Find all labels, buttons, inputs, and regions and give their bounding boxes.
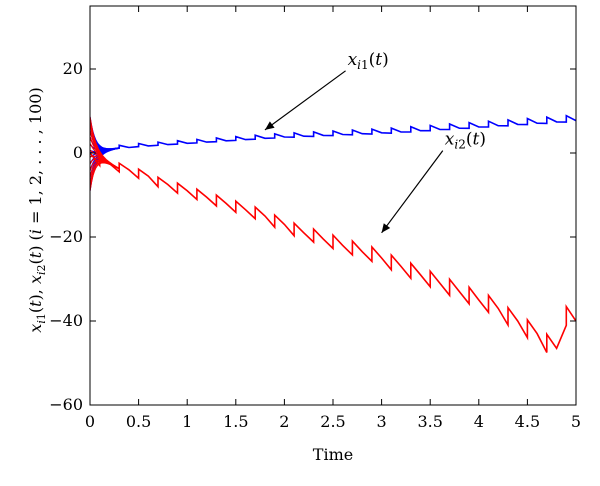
x-tick-label: 4.5 [515, 412, 540, 431]
x-tick-label: 3.5 [417, 412, 442, 431]
transient-line [90, 116, 120, 170]
y-tick-label: −40 [49, 311, 83, 330]
annotation-label: xi2(t) [445, 130, 486, 152]
x-tick-label: 1.5 [223, 412, 248, 431]
plot-frame [89, 5, 577, 406]
annotation-arrow [381, 150, 444, 234]
annotation-arrowhead [264, 121, 275, 130]
series-layer [90, 114, 576, 353]
series-line [90, 114, 576, 154]
y-tick-label: 20 [63, 59, 83, 78]
x-tick-label: 2 [279, 412, 289, 431]
x-tick-label: 1 [182, 412, 192, 431]
x-tick-label: 5 [571, 412, 581, 431]
annotation-layer: xi1(t) xi2(t) [264, 50, 486, 234]
series-line [90, 152, 576, 353]
x-tick-label: 0.5 [126, 412, 151, 431]
ticks-layer [89, 6, 577, 406]
x-tick-label: 3 [377, 412, 387, 431]
annotation-arrowhead [381, 223, 391, 233]
x-tick-label: 2.5 [320, 412, 345, 431]
y-tick-label: 0 [73, 143, 83, 162]
labels-layer: 0 0.5 1 1.5 2 2.5 3 3.5 4 4.5 5 20 0 −20 −40 −60 [49, 59, 581, 431]
x-axis-label: Time [313, 445, 353, 464]
x-tick-label: 0 [85, 412, 95, 431]
y-tick-label: −20 [49, 227, 83, 246]
annotation-label: xi1(t) [348, 50, 389, 72]
y-tick-label: −60 [49, 395, 83, 414]
annotation-arrow [264, 70, 346, 131]
y-axis-label: xi1(t), xi2(t) (i = 1, 2, . . . , 100) [26, 87, 48, 332]
x-tick-label: 4 [474, 412, 484, 431]
